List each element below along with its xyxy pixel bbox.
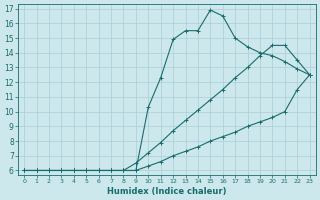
X-axis label: Humidex (Indice chaleur): Humidex (Indice chaleur) bbox=[107, 187, 227, 196]
